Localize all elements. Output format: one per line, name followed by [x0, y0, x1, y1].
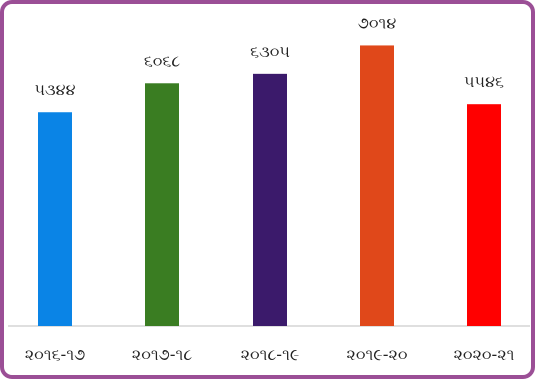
x-tick-labels-group: ૨૦૧૬-૧૭ ૨૦૧૭-૧૮ ૨૦૧૮-૧૯ ૨૦૧૯-૨૦ ૨૦૨૦-૨૧	[25, 345, 515, 364]
value-label-3: ૬૩૦૫	[250, 42, 290, 61]
value-label-1: ૫૩૪૪	[34, 80, 75, 99]
x-tick-label-1: ૨૦૧૬-૧૭	[25, 345, 86, 364]
bar-3	[253, 73, 287, 326]
bar-1	[38, 112, 72, 327]
bars-group	[38, 45, 501, 327]
value-label-5: ૫૫૪૬	[464, 72, 504, 91]
x-tick-label-4: ૨૦૧૯-૨૦	[346, 345, 407, 364]
x-tick-label-5: ૨૦૨૦-૨૧	[453, 345, 514, 364]
value-label-4: ૭૦૧૪	[358, 13, 397, 32]
x-tick-label-3: ૨૦૧૮-૧૯	[241, 345, 300, 364]
value-labels-group: ૫૩૪૪ ૬૦૬૮ ૬૩૦૫ ૭૦૧૪ ૫૫૪૬	[34, 13, 503, 99]
bar-4	[360, 45, 394, 326]
x-tick-label-2: ૨૦૧૭-૧૮	[132, 345, 193, 364]
bar-2	[145, 83, 179, 326]
value-label-2: ૬૦૬૮	[144, 51, 181, 70]
bar-5	[467, 104, 501, 326]
